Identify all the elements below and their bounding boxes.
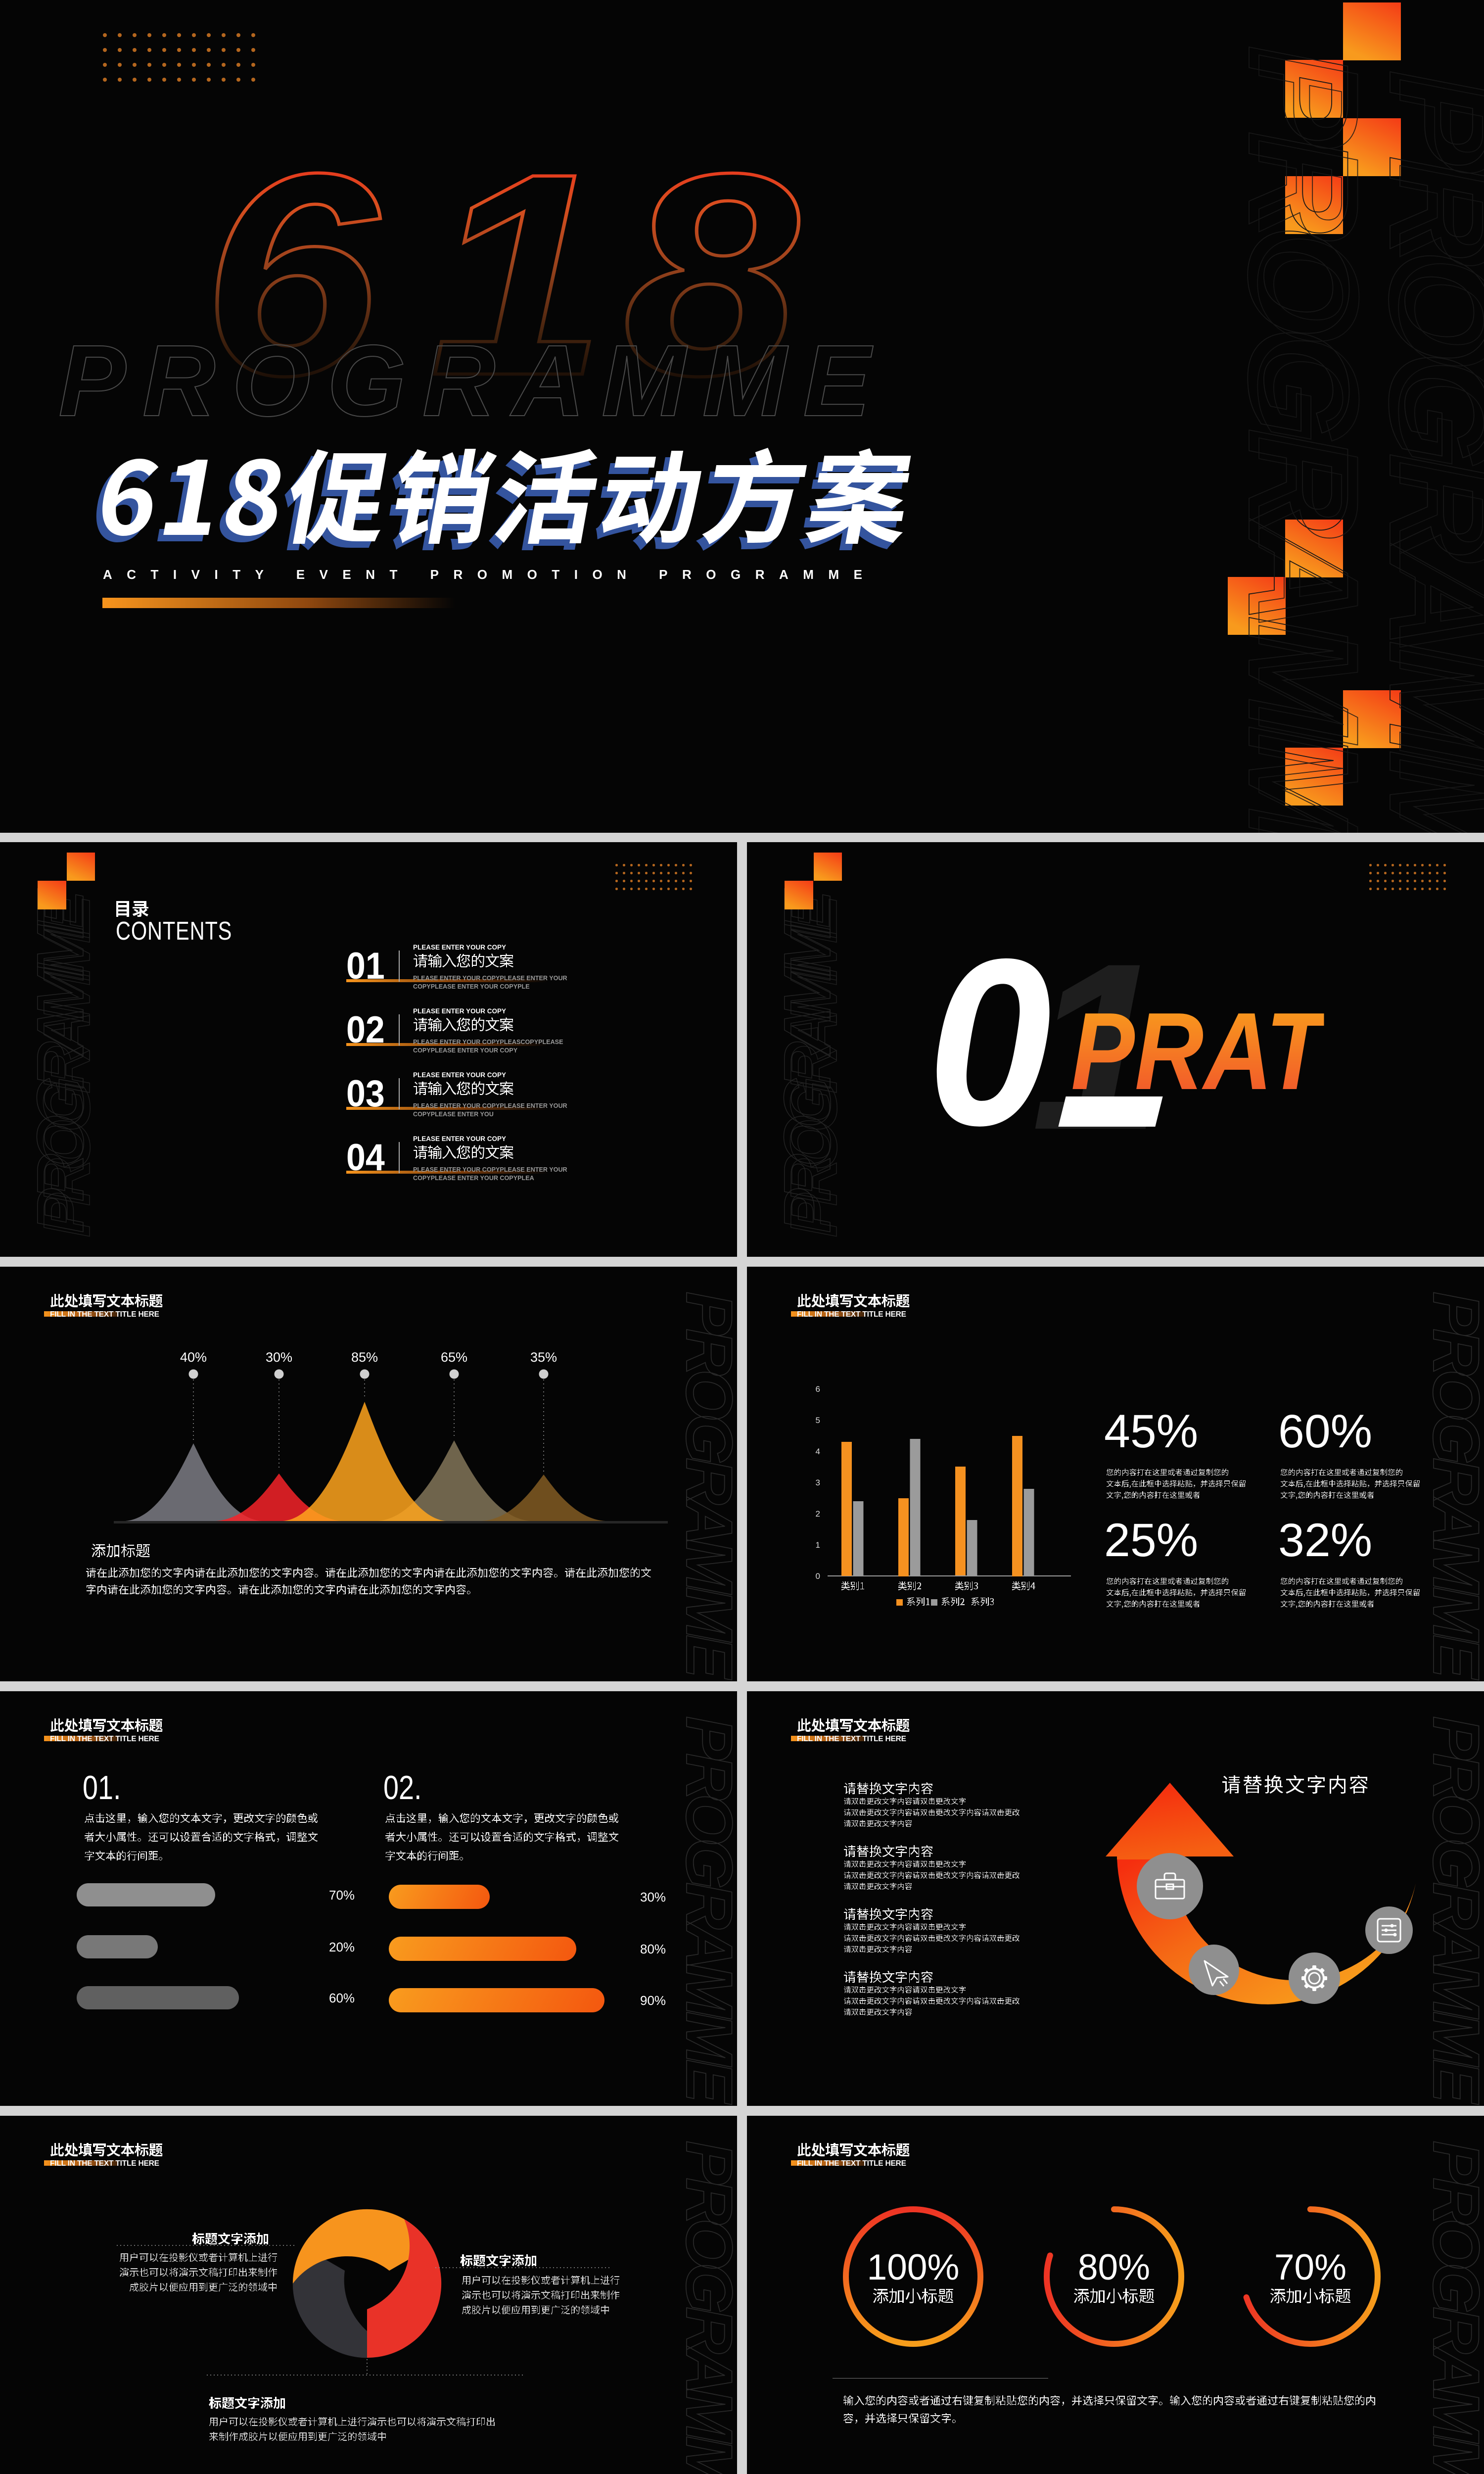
svg-text:1: 1: [430, 113, 606, 435]
svg-text:30%: 30%: [266, 1350, 292, 1365]
svg-text:6: 6: [202, 113, 380, 435]
svg-text:35%: 35%: [530, 1350, 557, 1365]
svg-text:1: 1: [816, 1540, 820, 1550]
svg-text:40%: 40%: [180, 1350, 207, 1365]
svg-text:85%: 85%: [351, 1350, 378, 1365]
svg-text:65%: 65%: [441, 1350, 467, 1365]
svg-text:6: 6: [816, 1384, 820, 1394]
svg-text:2: 2: [816, 1509, 820, 1519]
svg-text:0: 0: [816, 1571, 820, 1581]
svg-text:3: 3: [816, 1478, 820, 1487]
svg-text:4: 4: [816, 1447, 820, 1456]
svg-text:5: 5: [816, 1416, 820, 1425]
svg-text:8: 8: [623, 113, 801, 435]
